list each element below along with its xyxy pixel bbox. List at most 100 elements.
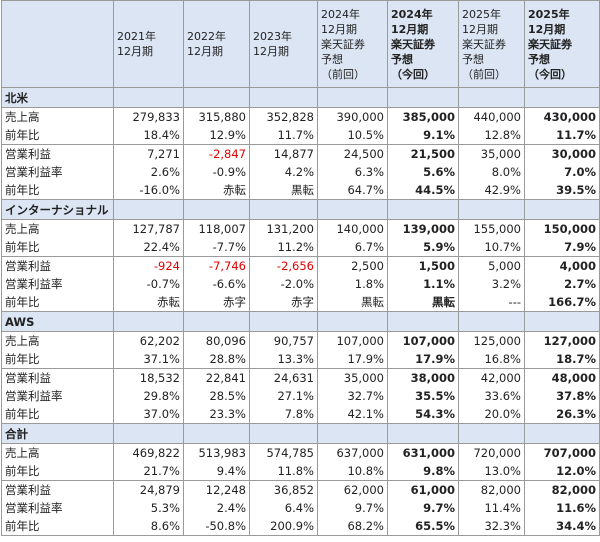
value-cell: 33.6% — [458, 387, 525, 405]
value-cell: 68.2% — [317, 517, 388, 536]
section-cell — [249, 423, 318, 444]
section-cell — [387, 423, 459, 444]
value-cell: 90,757 — [249, 331, 318, 350]
value-cell: 65.5% — [387, 517, 459, 536]
value-cell: 4.2% — [249, 163, 318, 181]
header-line: 楽天証券 — [462, 37, 506, 51]
value-cell: 2.7% — [524, 275, 600, 293]
value-cell: 42,000 — [458, 368, 525, 387]
value-cell: 707,000 — [524, 443, 600, 462]
value-cell: 12,248 — [183, 480, 250, 499]
data-row: 売上高 279,833 315,880 352,828 390,000 385,000 44… — [1, 107, 600, 126]
header-line: 12月期 — [391, 22, 429, 36]
value-cell: 469,822 — [113, 443, 184, 462]
data-row: 営業利益率 2.6% -0.9% 4.2% 6.3% 5.6% 8.0% 7.0% — [1, 163, 600, 181]
corner-cell — [1, 0, 114, 88]
header-line: 予想 — [528, 52, 550, 66]
value-cell: 5,000 — [458, 256, 525, 275]
row-label: 売上高 — [1, 219, 114, 238]
value-cell: 9.8% — [387, 462, 459, 481]
header-line: 12月期 — [321, 22, 357, 36]
header-line: 2023年 — [253, 30, 292, 43]
section-cell — [183, 87, 250, 108]
value-cell: 10.5% — [317, 126, 388, 145]
row-label: 営業利益 — [1, 256, 114, 275]
section-row: AWS — [1, 311, 600, 332]
value-cell: -50.8% — [183, 517, 250, 536]
value-cell: 7,271 — [113, 144, 184, 163]
section-cell — [317, 87, 388, 108]
section-cell — [317, 311, 388, 332]
value-cell: 30,000 — [524, 144, 600, 163]
section-cell — [249, 311, 318, 332]
data-row: 前年比 21.7% 9.4% 11.8% 10.8% 9.8% 13.0% 12.0% — [1, 462, 600, 481]
section-cell — [524, 423, 600, 444]
section-cell — [524, 199, 600, 220]
value-cell: 140,000 — [317, 219, 388, 238]
value-cell: 35,000 — [458, 144, 525, 163]
value-cell: 631,000 — [387, 443, 459, 462]
value-cell: 24,500 — [317, 144, 388, 163]
value-cell: 17.9% — [387, 350, 459, 369]
header-cell: 2021年 12月期 — [113, 0, 184, 88]
row-label: 前年比 — [1, 517, 114, 536]
value-cell: 37.0% — [113, 405, 184, 424]
header-line: 12月期 — [528, 22, 566, 36]
value-cell: 赤字 — [183, 293, 250, 312]
value-cell: 11.7% — [249, 126, 318, 145]
value-cell: 7.9% — [524, 238, 600, 257]
value-cell: 125,000 — [458, 331, 525, 350]
value-cell: 29.8% — [113, 387, 184, 405]
data-row: 営業利益率 -0.7% -6.6% -2.0% 1.8% 1.1% 3.2% 2.7% — [1, 275, 600, 293]
value-cell: -16.0% — [113, 181, 184, 200]
data-row: 前年比 22.4% -7.7% 11.2% 6.7% 5.9% 10.7% 7.9% — [1, 238, 600, 257]
value-cell: 80,096 — [183, 331, 250, 350]
value-cell: 39.5% — [524, 181, 600, 200]
value-cell: 32.7% — [317, 387, 388, 405]
value-cell: 21.7% — [113, 462, 184, 481]
value-cell: 28.5% — [183, 387, 250, 405]
value-cell: 35,000 — [317, 368, 388, 387]
value-cell: 1.8% — [317, 275, 388, 293]
data-row: 営業利益率 5.3% 2.4% 6.4% 9.7% 9.7% 11.4% 11.6% — [1, 499, 600, 517]
header-line: 予想 — [462, 52, 484, 66]
header-line: 2024年 — [391, 7, 433, 21]
header-cell: 2025年 12月期 楽天証券 予想 （今回） — [524, 0, 600, 88]
value-cell: 62,202 — [113, 331, 184, 350]
value-cell: 18.4% — [113, 126, 184, 145]
row-label: 売上高 — [1, 107, 114, 126]
value-cell: 7.0% — [524, 163, 600, 181]
header-line: 2022年 — [187, 30, 226, 43]
section-title: 合計 — [1, 423, 114, 444]
header-cell: 2023年 12月期 — [249, 0, 318, 88]
value-cell: 5.9% — [387, 238, 459, 257]
section-title: 北米 — [1, 87, 114, 108]
section-row: 北米 — [1, 87, 600, 108]
row-label: 営業利益 — [1, 144, 114, 163]
row-label: 前年比 — [1, 126, 114, 145]
header-line: （前回） — [321, 67, 365, 81]
value-cell: 黒転 — [317, 293, 388, 312]
value-cell: --- — [458, 293, 525, 312]
row-label: 営業利益 — [1, 480, 114, 499]
section-cell — [524, 87, 600, 108]
value-cell: 9.7% — [317, 499, 388, 517]
value-cell: 27.1% — [249, 387, 318, 405]
header-cell: 2024年 12月期 楽天証券 予想 （今回） — [387, 0, 459, 88]
row-label: 前年比 — [1, 462, 114, 481]
section-cell — [249, 199, 318, 220]
header-line: 12月期 — [253, 45, 289, 58]
section-cell — [183, 311, 250, 332]
row-label: 前年比 — [1, 350, 114, 369]
value-cell: 10.8% — [317, 462, 388, 481]
section-cell — [387, 311, 459, 332]
value-cell: 12.0% — [524, 462, 600, 481]
value-cell: 139,000 — [387, 219, 459, 238]
header-line: 楽天証券 — [321, 37, 365, 51]
value-cell: 6.7% — [317, 238, 388, 257]
value-cell: 6.4% — [249, 499, 318, 517]
value-cell: 42.9% — [458, 181, 525, 200]
row-label: 営業利益率 — [1, 163, 114, 181]
section-cell — [183, 199, 250, 220]
